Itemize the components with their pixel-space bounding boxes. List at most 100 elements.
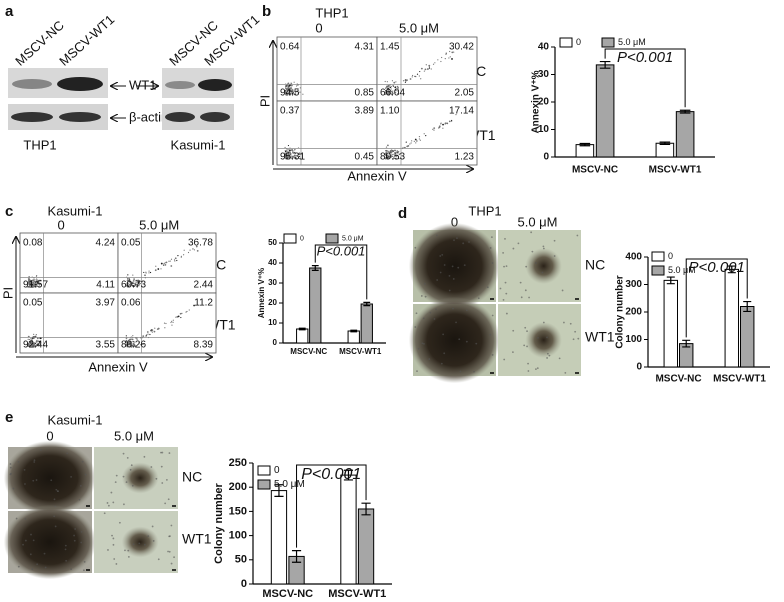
x-tick-label: MSCV-WT1 [328, 588, 386, 600]
event-dot [127, 282, 130, 284]
event-dot [386, 85, 388, 87]
event-dot [148, 270, 150, 272]
cell [436, 279, 439, 281]
event-dot [388, 86, 390, 88]
quadrant-value: 92.44 [23, 340, 48, 351]
event-dot [448, 57, 450, 59]
cell [43, 552, 46, 555]
event-dot [387, 153, 389, 155]
event-dot [163, 322, 166, 324]
cell [503, 358, 506, 361]
event-dot [168, 260, 170, 262]
cell [152, 540, 155, 542]
cell [548, 354, 551, 357]
cell [440, 362, 443, 365]
cell [421, 342, 424, 345]
event-dot [149, 271, 152, 274]
cell [439, 271, 442, 274]
cell [563, 321, 565, 324]
cell [572, 338, 575, 341]
event-dot [165, 261, 168, 264]
error-bar [361, 502, 371, 516]
event-dot [293, 81, 295, 83]
cell [39, 449, 42, 451]
y-tick-label: 0 [543, 152, 549, 163]
significance-bracket [604, 48, 686, 108]
event-dot [398, 158, 400, 160]
event-dot [31, 341, 34, 343]
event-dot [35, 335, 37, 337]
legend-label: 5.0 μM [274, 479, 305, 490]
cell [35, 479, 38, 481]
error-bar [350, 329, 358, 333]
cell [439, 255, 442, 257]
quadrant-value: 36.78 [188, 238, 213, 249]
cell [64, 548, 67, 551]
x-tick-label: MSCV-WT1 [339, 347, 382, 356]
event-dot [438, 127, 440, 129]
event-dot [154, 269, 157, 272]
event-dot [407, 145, 410, 147]
event-dot [127, 340, 130, 342]
event-dot [134, 346, 137, 348]
event-dot [38, 340, 41, 343]
y-tick-label: 50 [268, 238, 277, 247]
event-dot [128, 346, 130, 348]
cell [17, 565, 20, 568]
event-dot [287, 94, 289, 96]
cell [463, 264, 466, 267]
event-dot [385, 154, 387, 156]
cell [143, 455, 146, 458]
error-bar [727, 265, 736, 274]
quadrant-value: 80.26 [121, 340, 146, 351]
event-dot [441, 56, 443, 59]
event-dot [385, 150, 387, 152]
event-dot [395, 157, 397, 160]
event-dot [394, 153, 396, 155]
event-dot [402, 146, 404, 149]
event-dot [133, 345, 136, 347]
cell [169, 535, 171, 537]
event-dot [409, 143, 411, 145]
cell [36, 563, 39, 566]
event-dot [411, 74, 414, 77]
event-dot [442, 123, 444, 126]
cell [531, 250, 534, 253]
cell [50, 479, 53, 482]
event-dot [131, 341, 133, 343]
cell [118, 521, 121, 524]
event-dot [299, 91, 301, 93]
cell [473, 370, 475, 373]
event-dot [396, 150, 399, 153]
x-tick-label: MSCV-NC [290, 347, 327, 356]
event-dot [34, 282, 36, 284]
dose-label: 0 [451, 214, 458, 229]
event-dot [287, 148, 289, 151]
event-dot [146, 334, 148, 336]
event-dot [287, 155, 290, 157]
quadrant-value: 0.08 [23, 238, 43, 249]
event-dot [128, 342, 130, 345]
colony [3, 440, 97, 516]
cell [33, 461, 36, 463]
cell [17, 460, 20, 463]
cell [110, 491, 113, 494]
event-dot [284, 150, 287, 152]
event-dot [298, 155, 301, 158]
legend-swatch [325, 233, 339, 244]
event-dot [290, 149, 293, 152]
row-label: NC [182, 469, 202, 485]
band-label: β-actin [129, 109, 168, 124]
error-bar [682, 339, 691, 348]
cell [151, 525, 154, 528]
y-tick-label: 10 [268, 318, 277, 327]
event-dot [150, 330, 152, 332]
cell [502, 251, 504, 254]
event-dot [402, 80, 405, 82]
cell [122, 452, 125, 455]
error-bar [311, 265, 319, 271]
event-dot [34, 343, 36, 345]
event-dot [410, 142, 412, 144]
event-dot [30, 280, 33, 282]
event-dot [296, 90, 298, 92]
